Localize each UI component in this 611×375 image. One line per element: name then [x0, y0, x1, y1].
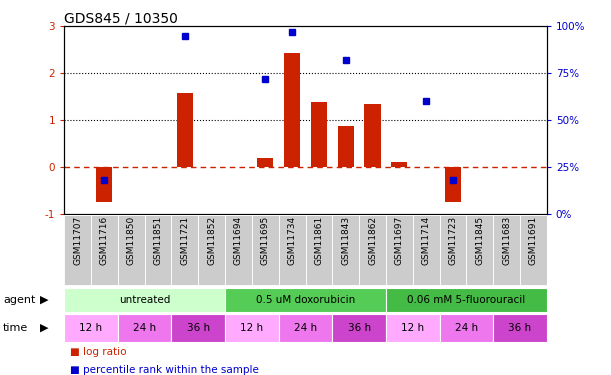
Text: 12 h: 12 h: [240, 323, 263, 333]
Bar: [177, 93, 193, 167]
Bar: [493, 314, 547, 342]
Text: time: time: [3, 323, 28, 333]
Text: GSM11850: GSM11850: [126, 216, 136, 265]
Bar: [386, 215, 413, 285]
Text: GSM11695: GSM11695: [261, 216, 270, 265]
Text: GSM11707: GSM11707: [73, 216, 82, 265]
Text: GSM11683: GSM11683: [502, 216, 511, 265]
Bar: [391, 162, 408, 167]
Bar: [413, 215, 439, 285]
Text: ■ percentile rank within the sample: ■ percentile rank within the sample: [70, 365, 259, 375]
Text: 0.5 uM doxorubicin: 0.5 uM doxorubicin: [256, 295, 355, 305]
Bar: [97, 167, 112, 202]
Text: GSM11845: GSM11845: [475, 216, 485, 265]
Bar: [279, 215, 306, 285]
Bar: [91, 215, 118, 285]
Text: GSM11843: GSM11843: [341, 216, 350, 265]
Bar: [365, 104, 381, 167]
Text: GDS845 / 10350: GDS845 / 10350: [64, 11, 178, 25]
Bar: [338, 126, 354, 167]
Text: GSM11691: GSM11691: [529, 216, 538, 265]
Bar: [359, 215, 386, 285]
Bar: [172, 314, 225, 342]
Text: GSM11723: GSM11723: [448, 216, 458, 265]
Bar: [225, 314, 279, 342]
Text: 0.06 mM 5-fluorouracil: 0.06 mM 5-fluorouracil: [408, 295, 525, 305]
Text: GSM11716: GSM11716: [100, 216, 109, 265]
Text: GSM11697: GSM11697: [395, 216, 404, 265]
Bar: [306, 215, 332, 285]
Bar: [64, 314, 118, 342]
Bar: [284, 54, 300, 167]
Text: 12 h: 12 h: [79, 323, 103, 333]
Text: ■ log ratio: ■ log ratio: [70, 347, 126, 357]
Text: 24 h: 24 h: [294, 323, 317, 333]
Bar: [445, 167, 461, 202]
Text: ▶: ▶: [40, 295, 48, 305]
Bar: [332, 215, 359, 285]
Bar: [279, 314, 332, 342]
Bar: [386, 288, 547, 312]
Bar: [118, 314, 172, 342]
Bar: [439, 314, 493, 342]
Bar: [252, 215, 279, 285]
Bar: [439, 215, 466, 285]
Text: GSM11734: GSM11734: [288, 216, 296, 265]
Bar: [145, 215, 172, 285]
Bar: [493, 215, 520, 285]
Text: 24 h: 24 h: [455, 323, 478, 333]
Text: GSM11721: GSM11721: [180, 216, 189, 265]
Text: agent: agent: [3, 295, 35, 305]
Bar: [225, 215, 252, 285]
Bar: [172, 215, 198, 285]
Text: 24 h: 24 h: [133, 323, 156, 333]
Text: untreated: untreated: [119, 295, 170, 305]
Bar: [520, 215, 547, 285]
Bar: [257, 158, 273, 167]
Text: GSM11861: GSM11861: [315, 216, 323, 265]
Bar: [64, 288, 225, 312]
Text: GSM11714: GSM11714: [422, 216, 431, 265]
Bar: [386, 314, 439, 342]
Text: ▶: ▶: [40, 323, 48, 333]
Bar: [311, 102, 327, 167]
Text: 36 h: 36 h: [187, 323, 210, 333]
Text: 36 h: 36 h: [508, 323, 532, 333]
Bar: [118, 215, 145, 285]
Bar: [225, 288, 386, 312]
Text: 12 h: 12 h: [401, 323, 424, 333]
Text: GSM11851: GSM11851: [153, 216, 163, 265]
Text: 36 h: 36 h: [348, 323, 371, 333]
Text: GSM11862: GSM11862: [368, 216, 377, 265]
Text: GSM11694: GSM11694: [234, 216, 243, 265]
Bar: [466, 215, 493, 285]
Text: GSM11852: GSM11852: [207, 216, 216, 265]
Bar: [198, 215, 225, 285]
Bar: [64, 215, 91, 285]
Bar: [332, 314, 386, 342]
